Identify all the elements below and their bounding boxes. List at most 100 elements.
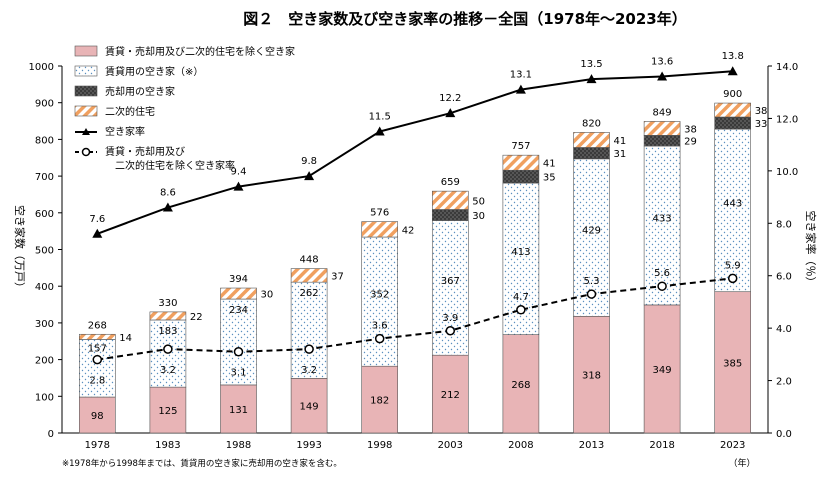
x-tick-label: 1978 [85, 440, 110, 451]
x-tick-label: 2018 [649, 440, 674, 451]
x-tick-label: 1998 [367, 440, 392, 451]
legend-label: 二次的住宅 [105, 105, 155, 118]
bar-segment [714, 291, 752, 434]
bar-value-label: 429 [582, 226, 601, 237]
bar-segment [290, 268, 328, 283]
bar-segment [361, 236, 399, 367]
legend-label: 賃貸用の空き家（※） [105, 65, 203, 78]
legend-label: 空き家率 [105, 125, 145, 138]
line-value-label: 3.1 [231, 368, 247, 379]
bar-value-label: 262 [300, 288, 319, 299]
bar-value-label: 318 [582, 371, 601, 382]
bar-segment [573, 132, 610, 148]
bar-segment [714, 128, 752, 293]
bar-segment [714, 102, 752, 118]
bar-value-label: 22 [190, 312, 203, 323]
line-value-label: 13.5 [580, 59, 602, 70]
bar-segment [79, 339, 116, 398]
bar-value-label: 349 [653, 365, 672, 376]
line-value-label: 3.9 [442, 313, 458, 324]
x-tick-label: 2008 [508, 440, 533, 451]
line-point-circle [304, 344, 314, 354]
line-point-triangle [657, 71, 668, 81]
bar-value-label: 29 [684, 137, 697, 148]
line-point-triangle [586, 74, 597, 84]
bar-value-label: 125 [158, 406, 177, 417]
x-unit-label: （年） [728, 457, 755, 469]
left-tick-label: 100 [35, 392, 54, 403]
bar-value-label: 30 [261, 290, 274, 301]
footnote: ※1978年から1998年までは、賃貸用の空き家に売却用の空き家を含む。 [62, 458, 342, 469]
line-value-label: 11.5 [369, 112, 391, 123]
line-value-label: 3.6 [372, 321, 388, 332]
left-tick-label: 700 [35, 172, 54, 183]
line-value-label: 8.6 [160, 188, 176, 199]
bar-value-label: 38 [684, 124, 697, 135]
line-value-label: 9.4 [231, 167, 247, 178]
bar-value-label: 42 [402, 225, 415, 236]
bar-value-label: 367 [441, 276, 460, 287]
bar-segment [643, 121, 681, 136]
line-point-circle [374, 333, 385, 344]
bar-segment [79, 333, 116, 340]
bar-total-label: 330 [158, 298, 177, 309]
bar-total-label: 900 [723, 89, 742, 100]
x-tick-label: 1988 [226, 440, 251, 451]
bar-segment [431, 354, 469, 434]
bar-value-label: 30 [472, 211, 485, 222]
bar-segment [361, 221, 399, 238]
left-tick-label: 0 [48, 429, 54, 440]
left-tick-label: 200 [35, 356, 54, 367]
legend-label: 賃貸・売却用及び二次的住宅を除く空き家 [105, 45, 295, 58]
line-point-triangle [233, 181, 244, 191]
legend-label: 二次的住宅を除く空き家率 [115, 159, 235, 172]
left-tick-label: 600 [35, 209, 54, 220]
bar-value-label: 413 [511, 247, 530, 258]
line-vacancy-rate [96, 70, 733, 235]
left-axis-label: 空き家数（万戸） [13, 205, 27, 293]
right-tick-label: 14.0 [776, 62, 798, 73]
line-point-circle [92, 354, 103, 365]
left-tick-label: 900 [35, 99, 54, 110]
bar-total-label: 268 [88, 320, 107, 331]
line-value-label: 3.2 [301, 365, 317, 376]
line-point-circle [445, 326, 456, 336]
bar-segment [573, 315, 610, 434]
left-tick-label: 300 [35, 319, 54, 330]
line-value-label: 13.8 [722, 51, 744, 62]
line-point-triangle [515, 84, 526, 94]
bar-value-label: 149 [300, 402, 319, 413]
legend-swatch [74, 65, 98, 77]
line-value-label: 5.9 [725, 260, 741, 271]
x-tick-label: 2023 [720, 440, 745, 451]
left-tick-label: 400 [35, 282, 54, 293]
bar-segment [502, 334, 540, 434]
bar-value-label: 352 [370, 290, 389, 301]
bar-value-label: 37 [331, 271, 344, 282]
x-tick-label: 2013 [579, 440, 604, 451]
right-tick-label: 8.0 [776, 219, 792, 230]
line-value-label: 13.1 [510, 70, 532, 81]
bar-total-label: 576 [370, 208, 389, 219]
bar-segment [431, 190, 469, 210]
bar-total-label: 394 [229, 274, 248, 285]
bar-value-label: 131 [229, 405, 248, 416]
bar-segment [79, 396, 116, 434]
line-point-triangle [304, 171, 315, 181]
bar-value-label: 31 [614, 149, 627, 160]
legend-swatch [74, 45, 98, 57]
line-point-circle [727, 273, 738, 284]
bar-segment [643, 135, 681, 147]
right-tick-label: 6.0 [776, 272, 792, 283]
line-point-triangle [374, 126, 385, 136]
bar-segment [220, 287, 257, 300]
line-point-circle [657, 281, 667, 291]
bar-total-label: 448 [300, 255, 319, 266]
right-tick-label: 4.0 [776, 324, 792, 335]
bar-value-label: 33 [755, 119, 768, 130]
bar-total-label: 820 [582, 118, 601, 129]
legend-swatch [74, 85, 98, 97]
x-tick-label: 1993 [296, 440, 321, 451]
chart-title: 図２ 空き家数及び空き家率の推移－全国（1978年～2023年） [243, 10, 687, 28]
right-tick-label: 12.0 [776, 114, 798, 125]
